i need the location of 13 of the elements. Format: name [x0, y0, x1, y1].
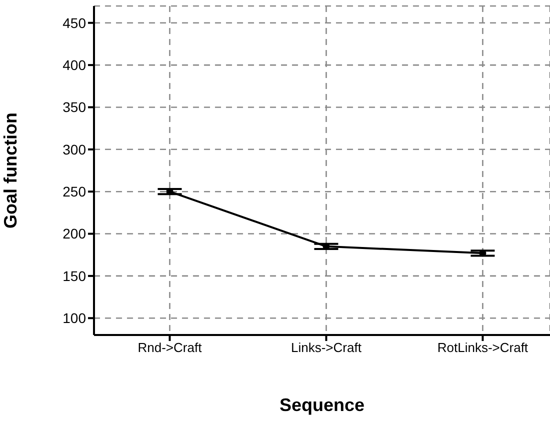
y-axis-title: Goal function	[0, 112, 20, 228]
y-tick-label: 100	[62, 310, 86, 326]
y-tick-label: 250	[62, 184, 86, 200]
y-tick-label: 150	[62, 268, 86, 284]
y-tick-label: 200	[62, 226, 86, 242]
y-tick-label: 350	[62, 99, 86, 116]
y-tick-label: 300	[62, 141, 86, 158]
x-axis-title: Sequence	[279, 395, 365, 415]
y-tick-label: 450	[62, 14, 86, 31]
x-tick-label: Rnd->Craft	[138, 340, 202, 356]
x-tick-label: Links->Craft	[291, 340, 362, 356]
y-tick-label: 400	[62, 57, 86, 74]
x-tick-label: RotLinks->Craft	[437, 340, 528, 356]
